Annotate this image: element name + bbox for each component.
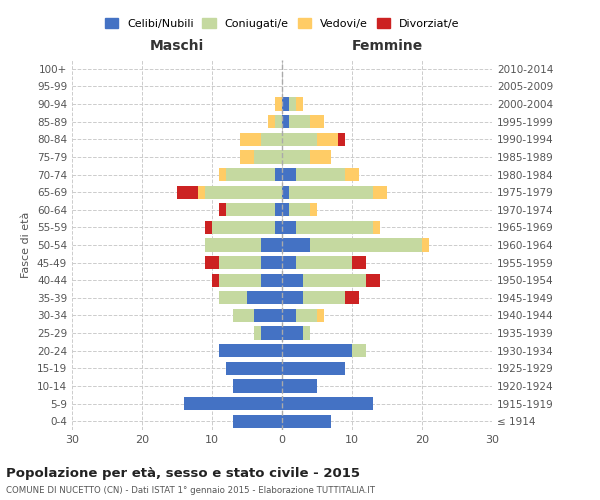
Bar	[310, 115, 324, 128]
Bar	[282, 326, 303, 340]
Bar	[212, 274, 219, 287]
Bar	[261, 132, 282, 146]
Bar	[275, 203, 282, 216]
Bar	[226, 168, 275, 181]
Legend: Celibi/Nubili, Coniugati/e, Vedovi/e, Divorziat/e: Celibi/Nubili, Coniugati/e, Vedovi/e, Di…	[100, 14, 464, 34]
Bar	[296, 256, 352, 269]
Bar	[268, 115, 275, 128]
Bar	[282, 291, 303, 304]
Bar	[205, 256, 219, 269]
Bar	[233, 414, 282, 428]
Bar	[296, 98, 303, 110]
Bar	[282, 309, 296, 322]
Bar	[240, 150, 254, 164]
Bar	[282, 344, 352, 358]
Bar	[233, 380, 282, 392]
Bar	[254, 309, 282, 322]
Y-axis label: Fasce di età: Fasce di età	[22, 212, 31, 278]
Bar	[282, 397, 373, 410]
Bar	[282, 362, 345, 375]
Text: Femmine: Femmine	[352, 39, 422, 53]
Bar	[317, 132, 338, 146]
Bar	[226, 203, 275, 216]
Bar	[289, 98, 296, 110]
Bar	[373, 221, 380, 234]
Bar	[261, 238, 282, 252]
Bar	[289, 115, 310, 128]
Bar	[345, 291, 359, 304]
Bar	[261, 326, 282, 340]
Bar	[303, 274, 366, 287]
Bar	[247, 291, 282, 304]
Bar	[233, 309, 254, 322]
Bar	[219, 344, 282, 358]
Bar	[254, 150, 282, 164]
Bar	[282, 274, 303, 287]
Bar	[275, 221, 282, 234]
Bar	[282, 203, 289, 216]
Bar	[254, 326, 261, 340]
Bar	[275, 168, 282, 181]
Bar	[303, 291, 345, 304]
Bar	[352, 344, 366, 358]
Bar	[219, 256, 261, 269]
Bar	[177, 186, 198, 198]
Bar	[317, 309, 324, 322]
Bar	[352, 256, 366, 269]
Bar	[289, 203, 310, 216]
Bar	[198, 186, 205, 198]
Bar	[282, 98, 289, 110]
Bar	[219, 168, 226, 181]
Bar	[296, 309, 317, 322]
Bar	[282, 186, 289, 198]
Bar	[366, 274, 380, 287]
Bar	[275, 98, 282, 110]
Bar	[282, 221, 296, 234]
Bar	[282, 115, 289, 128]
Bar	[275, 115, 282, 128]
Bar	[282, 238, 310, 252]
Bar	[240, 132, 261, 146]
Text: COMUNE DI NUCETTO (CN) - Dati ISTAT 1° gennaio 2015 - Elaborazione TUTTITALIA.IT: COMUNE DI NUCETTO (CN) - Dati ISTAT 1° g…	[6, 486, 375, 495]
Bar	[345, 168, 359, 181]
Bar	[303, 326, 310, 340]
Bar	[205, 238, 261, 252]
Bar	[219, 274, 261, 287]
Bar	[219, 291, 247, 304]
Bar	[219, 203, 226, 216]
Bar	[282, 380, 317, 392]
Bar	[282, 132, 317, 146]
Bar	[310, 238, 422, 252]
Bar	[282, 256, 296, 269]
Bar	[296, 168, 345, 181]
Bar	[422, 238, 429, 252]
Bar	[282, 150, 310, 164]
Bar	[205, 221, 212, 234]
Bar	[338, 132, 345, 146]
Bar	[226, 362, 282, 375]
Bar	[373, 186, 387, 198]
Text: Popolazione per età, sesso e stato civile - 2015: Popolazione per età, sesso e stato civil…	[6, 468, 360, 480]
Bar	[205, 186, 282, 198]
Bar	[310, 203, 317, 216]
Bar	[282, 414, 331, 428]
Bar	[261, 256, 282, 269]
Bar	[184, 397, 282, 410]
Bar	[310, 150, 331, 164]
Bar	[296, 221, 373, 234]
Bar	[261, 274, 282, 287]
Bar	[289, 186, 373, 198]
Bar	[282, 168, 296, 181]
Bar	[212, 221, 275, 234]
Text: Maschi: Maschi	[150, 39, 204, 53]
